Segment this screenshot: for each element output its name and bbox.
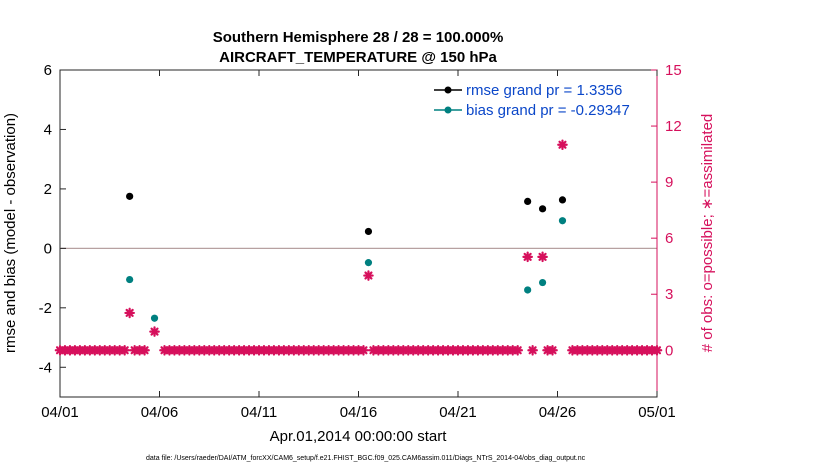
x-tick-label: 04/11 <box>241 404 277 421</box>
bias-point <box>558 217 567 225</box>
obs-count-marker <box>358 344 369 356</box>
y-right-tick-label: 3 <box>665 286 673 303</box>
y-right-axis-label: # of obs: o=possible; ∗=assimilated <box>699 114 716 353</box>
obs-count-marker-stroke <box>150 327 159 336</box>
obs-count-marker-stroke <box>364 271 373 280</box>
legend-bias-label: bias grand pr = -0.29347 <box>466 102 630 119</box>
y-right-tick-label: 0 <box>665 342 673 359</box>
obs-count-marker-stroke <box>538 252 547 261</box>
y-left-tick-label: 6 <box>44 62 52 79</box>
y-right-tick-label: 15 <box>665 62 682 79</box>
rmse-point <box>364 227 373 236</box>
rmse-point <box>558 196 567 204</box>
right-axis-ticks: 0 3 6 9 12 15 <box>651 62 682 397</box>
legend-rmse-label: rmse grand pr = 1.3356 <box>466 82 622 99</box>
legend-rmse-marker <box>444 86 452 94</box>
bias-point <box>150 314 159 322</box>
x-tick-label: 04/26 <box>539 404 577 421</box>
x-tick-label: 04/16 <box>340 404 378 421</box>
y-left-tick-label: -4 <box>39 359 52 376</box>
legend: rmse grand pr = 1.3356 bias grand pr = -… <box>430 76 652 120</box>
obs-count-marker-stroke <box>359 346 368 355</box>
obs-count-marker-stroke <box>523 252 532 261</box>
obs-count-marker-stroke <box>120 346 129 355</box>
obs-count-marker-stroke <box>652 346 662 355</box>
obs-count-marker <box>557 139 568 151</box>
bias-point <box>524 286 532 294</box>
obs-count-marker-stroke <box>140 346 149 355</box>
legend-bias-marker <box>444 106 452 114</box>
y-right-tick-label: 9 <box>665 174 673 191</box>
obs-count-marker <box>651 344 663 356</box>
data-marks <box>54 139 663 356</box>
obs-count-marker-stroke <box>125 308 134 317</box>
x-axis-ticks: 04/01 04/06 04/11 04/16 04/21 04/26 05/01 <box>41 70 676 421</box>
obs-count-marker <box>537 251 548 263</box>
obs-count-marker <box>119 344 130 356</box>
bias-point <box>364 259 373 267</box>
obs-count-marker-stroke <box>558 140 567 149</box>
obs-count-marker-stroke <box>528 346 537 355</box>
left-axis-ticks: -4 -2 0 2 4 6 <box>39 62 66 376</box>
y-left-tick-label: -2 <box>39 300 52 317</box>
y-right-tick-label: 6 <box>665 230 673 247</box>
data-file-footnote: data file: /Users/raeder/DAI/ATM_forcXX/… <box>146 455 586 462</box>
obs-count-marker <box>527 344 538 356</box>
obs-count-marker <box>139 344 150 356</box>
bias-point <box>126 275 134 284</box>
legend-box <box>430 76 652 120</box>
obs-count-marker <box>512 344 524 356</box>
y-left-tick-label: 0 <box>44 240 52 257</box>
y-left-axis-label: rmse and bias (model - observation) <box>2 113 19 353</box>
bias-point <box>538 278 547 287</box>
obs-count-marker <box>363 270 374 281</box>
rmse-point <box>524 197 532 205</box>
obs-count-marker-stroke <box>513 346 522 355</box>
x-tick-label: 04/21 <box>439 404 477 421</box>
obs-count-marker <box>522 251 533 263</box>
plot-area <box>59 69 658 398</box>
x-tick-label: 04/01 <box>41 404 79 421</box>
rmse-point <box>126 192 134 200</box>
chart-title-line-1: Southern Hemisphere 28 / 28 = 100.000% <box>213 29 504 46</box>
rmse-point <box>538 205 547 213</box>
x-tick-label: 04/06 <box>141 404 179 421</box>
obs-count-marker <box>149 326 160 337</box>
chart-title-line-2: AIRCRAFT_TEMPERATURE @ 150 hPa <box>219 49 497 66</box>
obs-count-marker <box>547 344 558 356</box>
obs-count-marker <box>124 307 135 319</box>
x-axis-label: Apr.01,2014 00:00:00 start <box>270 428 448 445</box>
x-tick-label: 05/01 <box>638 404 676 421</box>
obs-count-marker-stroke <box>548 346 557 355</box>
y-left-tick-label: 2 <box>44 181 52 198</box>
y-left-tick-label: 4 <box>44 121 52 138</box>
y-right-tick-label: 12 <box>665 118 682 135</box>
